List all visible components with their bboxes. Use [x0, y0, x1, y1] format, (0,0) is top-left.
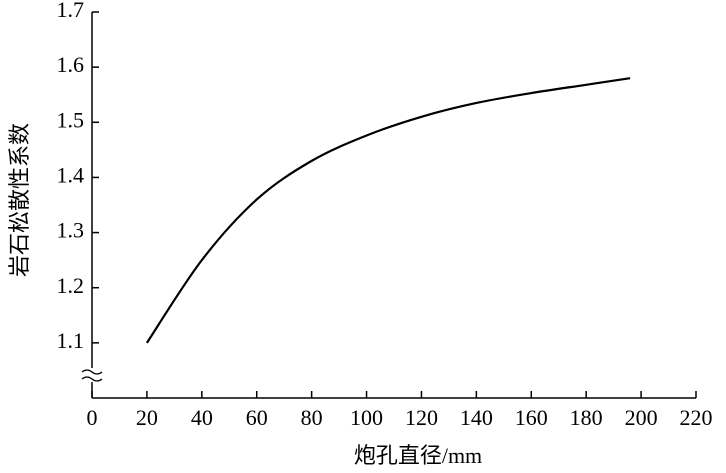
x-tick-label: 200	[625, 405, 658, 430]
y-tick-label: 1.7	[57, 0, 85, 22]
x-tick-label: 180	[570, 405, 603, 430]
x-axis-title: 炮孔直径/mm	[354, 443, 482, 468]
y-tick-label: 1.1	[57, 328, 85, 353]
x-tick-label: 60	[246, 405, 268, 430]
y-tick-label: 1.5	[57, 107, 85, 132]
y-axis-title: 岩石松散性系数	[7, 123, 32, 277]
y-tick-label: 1.3	[57, 218, 85, 243]
line	[145, 77, 631, 344]
x-tick-label: 120	[405, 405, 438, 430]
x-tick-label: 220	[680, 405, 713, 430]
y-tick-label: 1.2	[57, 273, 85, 298]
x-tick-label: 160	[515, 405, 548, 430]
x-tick-label: 140	[460, 405, 493, 430]
axis-break	[81, 369, 103, 382]
y-tick-label: 1.6	[57, 52, 85, 77]
y-tick-label: 1.4	[57, 162, 85, 187]
x-tick-label: 20	[136, 405, 158, 430]
x-tick-label: 0	[87, 405, 98, 430]
x-tick-label: 80	[301, 405, 323, 430]
x-tick-label: 40	[191, 405, 213, 430]
axis-break-mask	[80, 368, 104, 382]
x-tick-label: 100	[350, 405, 383, 430]
